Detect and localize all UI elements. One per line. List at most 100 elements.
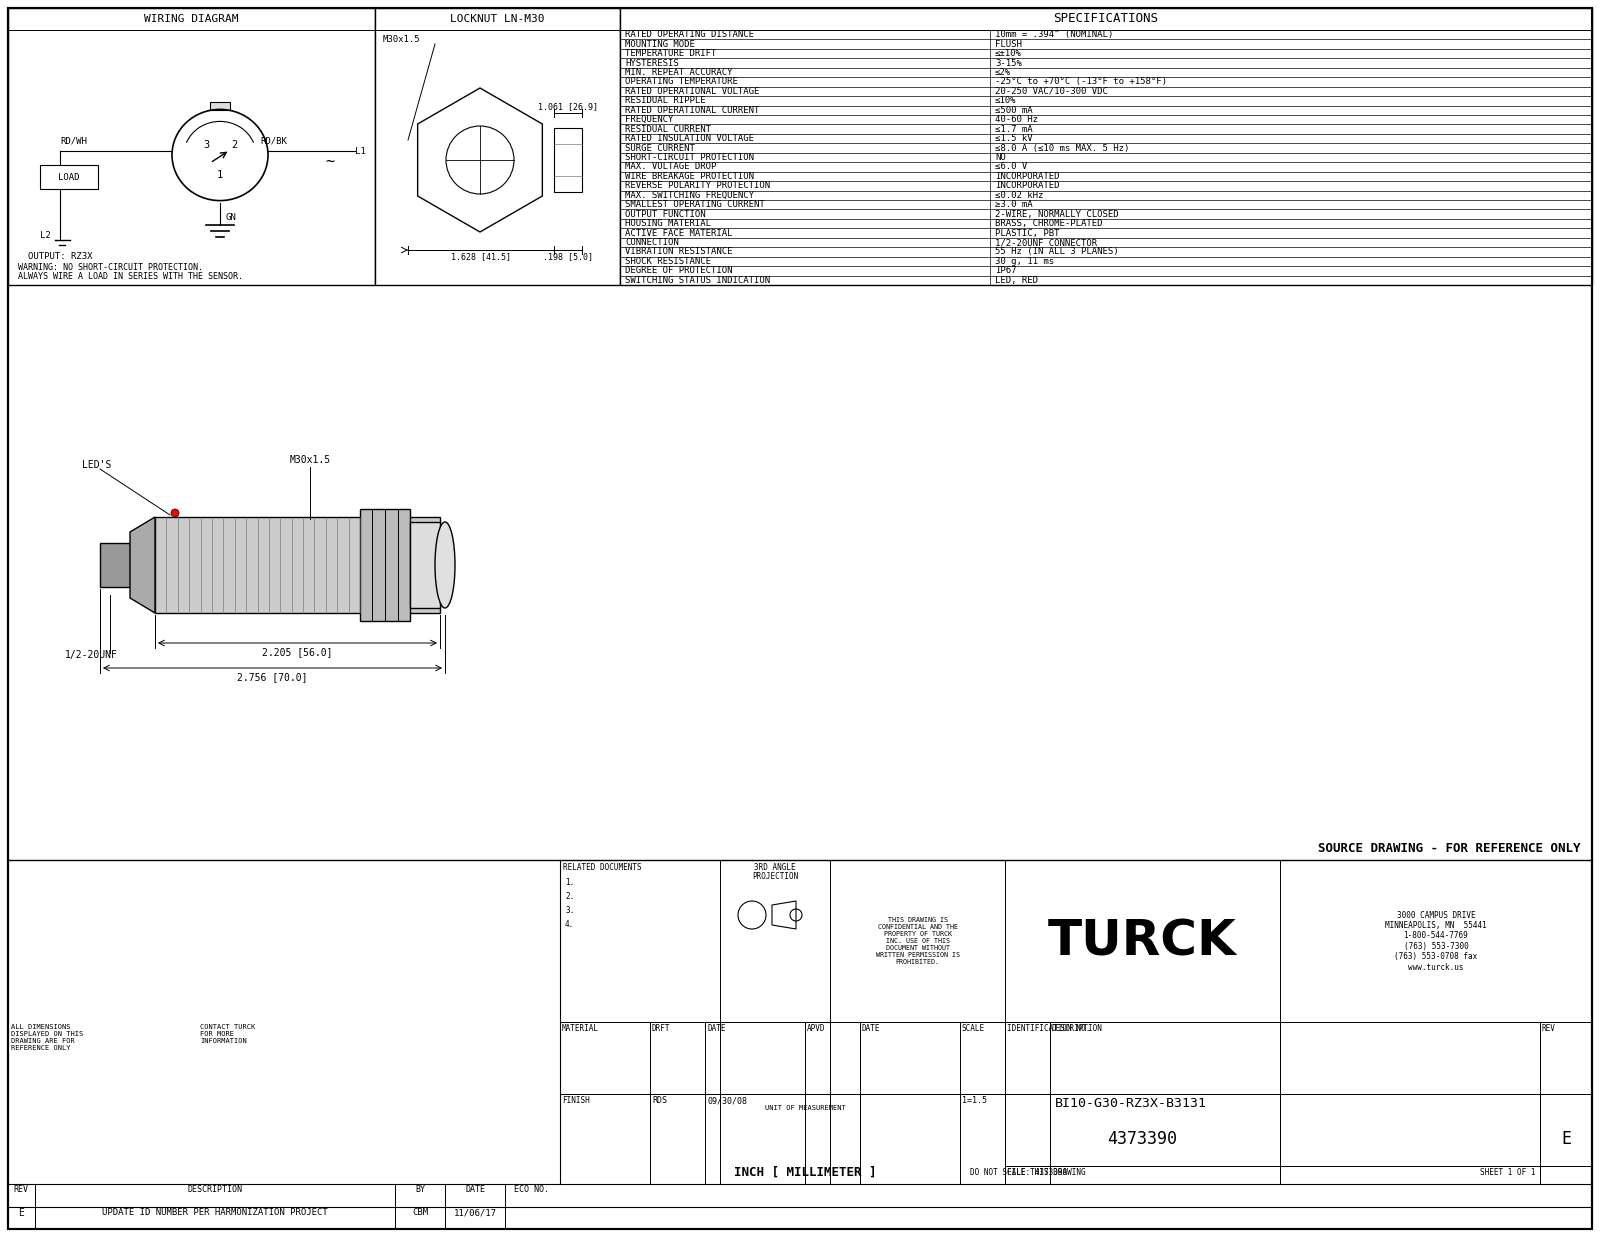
Text: 1/2-20UNF CONNECTOR: 1/2-20UNF CONNECTOR <box>995 238 1098 247</box>
Text: SHORT-CIRCUIT PROTECTION: SHORT-CIRCUIT PROTECTION <box>626 153 754 162</box>
Text: 1.628 [41.5]: 1.628 [41.5] <box>451 252 510 261</box>
Text: SURGE CURRENT: SURGE CURRENT <box>626 143 694 152</box>
Text: SOURCE DRAWING - FOR REFERENCE ONLY: SOURCE DRAWING - FOR REFERENCE ONLY <box>1317 842 1581 855</box>
Text: UNIT OF MEASUREMENT: UNIT OF MEASUREMENT <box>765 1105 845 1111</box>
Text: M30x1.5: M30x1.5 <box>290 455 331 465</box>
Text: ALL DIMENSIONS
DISPLAYED ON THIS
DRAWING ARE FOR
REFERENCE ONLY: ALL DIMENSIONS DISPLAYED ON THIS DRAWING… <box>11 1024 83 1051</box>
Text: OUTPUT: RZ3X: OUTPUT: RZ3X <box>29 252 93 261</box>
Text: 2.205 [56.0]: 2.205 [56.0] <box>262 647 333 657</box>
Text: 1/2-20UNF: 1/2-20UNF <box>66 649 118 661</box>
Text: 3: 3 <box>203 140 210 150</box>
Bar <box>40 165 98 189</box>
Text: .198 [5.0]: .198 [5.0] <box>542 252 594 261</box>
Text: 1: 1 <box>218 169 222 181</box>
Text: OUTPUT FUNCTION: OUTPUT FUNCTION <box>626 209 706 219</box>
Text: RATED INSULATION VOLTAGE: RATED INSULATION VOLTAGE <box>626 134 754 143</box>
Text: 09/30/08: 09/30/08 <box>707 1096 747 1105</box>
Text: SWITCHING STATUS INDICATION: SWITCHING STATUS INDICATION <box>626 276 770 285</box>
Text: 1=1.5: 1=1.5 <box>962 1096 987 1105</box>
Text: DATE: DATE <box>862 1024 880 1033</box>
Text: ≤2%: ≤2% <box>995 68 1011 77</box>
Text: CONTACT TURCK
FOR MORE
INFORMATION: CONTACT TURCK FOR MORE INFORMATION <box>200 1024 256 1044</box>
Bar <box>621 7 1592 285</box>
Text: SCALE: SCALE <box>962 1024 986 1033</box>
Text: MATERIAL: MATERIAL <box>562 1024 598 1033</box>
Text: PLASTIC, PBT: PLASTIC, PBT <box>995 229 1059 238</box>
Text: HOUSING MATERIAL: HOUSING MATERIAL <box>626 219 710 228</box>
Text: 30 g, 11 ms: 30 g, 11 ms <box>995 257 1054 266</box>
Text: SPECIFICATIONS: SPECIFICATIONS <box>1053 12 1158 26</box>
Ellipse shape <box>435 522 454 609</box>
Text: 11/06/17: 11/06/17 <box>453 1209 496 1217</box>
Bar <box>554 127 582 192</box>
Text: INCORPORATED: INCORPORATED <box>995 182 1059 190</box>
Bar <box>8 7 374 285</box>
Text: FINISH: FINISH <box>562 1096 590 1105</box>
Text: RD/WH: RD/WH <box>61 136 86 145</box>
Text: RATED OPERATIONAL VOLTAGE: RATED OPERATIONAL VOLTAGE <box>626 87 760 96</box>
Text: ≤8.0 A (≤10 ms MAX. 5 Hz): ≤8.0 A (≤10 ms MAX. 5 Hz) <box>995 143 1130 152</box>
Text: BY: BY <box>414 1185 426 1194</box>
Text: NO: NO <box>995 153 1006 162</box>
Text: WARNING: NO SHORT-CIRCUIT PROTECTION.: WARNING: NO SHORT-CIRCUIT PROTECTION. <box>18 263 203 272</box>
Text: 2: 2 <box>230 140 237 150</box>
Text: 55 Hz (IN ALL 3 PLANES): 55 Hz (IN ALL 3 PLANES) <box>995 247 1118 256</box>
Text: RELATED DOCUMENTS: RELATED DOCUMENTS <box>563 863 642 872</box>
Text: MAX. VOLTAGE DROP: MAX. VOLTAGE DROP <box>626 162 717 172</box>
Text: TURCK: TURCK <box>1048 917 1237 965</box>
Text: DATE: DATE <box>466 1185 485 1194</box>
Text: RESIDUAL RIPPLE: RESIDUAL RIPPLE <box>626 96 706 105</box>
Text: -25°C to +70°C (-13°F to +158°F): -25°C to +70°C (-13°F to +158°F) <box>995 78 1166 87</box>
Text: BRASS, CHROME-PLATED: BRASS, CHROME-PLATED <box>995 219 1102 228</box>
Text: DEGREE OF PROTECTION: DEGREE OF PROTECTION <box>626 266 733 276</box>
Text: REV: REV <box>1542 1024 1555 1033</box>
Polygon shape <box>130 517 155 614</box>
Text: FLUSH: FLUSH <box>995 40 1022 48</box>
Text: 40-60 Hz: 40-60 Hz <box>995 115 1038 124</box>
Text: WIRE BREAKAGE PROTECTION: WIRE BREAKAGE PROTECTION <box>626 172 754 181</box>
Text: 3RD ANGLE: 3RD ANGLE <box>754 863 795 872</box>
Text: LED'S: LED'S <box>82 460 112 470</box>
Bar <box>155 517 440 614</box>
Text: DO NOT SCALE THIS DRAWING: DO NOT SCALE THIS DRAWING <box>970 1168 1085 1176</box>
Bar <box>360 508 410 621</box>
Text: REV: REV <box>13 1185 29 1194</box>
Text: MAX. SWITCHING FREQUENCY: MAX. SWITCHING FREQUENCY <box>626 190 754 200</box>
Bar <box>374 7 621 285</box>
Text: HYSTERESIS: HYSTERESIS <box>626 58 678 68</box>
Text: 10mm = .394" (NOMINAL): 10mm = .394" (NOMINAL) <box>995 30 1114 40</box>
Text: 3-15%: 3-15% <box>995 58 1022 68</box>
Text: L2: L2 <box>40 230 51 240</box>
Text: DATE: DATE <box>707 1024 725 1033</box>
Text: ≤10%: ≤10% <box>995 96 1016 105</box>
Text: LOAD: LOAD <box>58 172 80 182</box>
Text: THIS DRAWING IS
CONFIDENTIAL AND THE
PROPERTY OF TURCK
INC. USE OF THIS
DOCUMENT: THIS DRAWING IS CONFIDENTIAL AND THE PRO… <box>875 917 960 965</box>
Text: LOCKNUT LN-M30: LOCKNUT LN-M30 <box>450 14 544 24</box>
Text: ALWAYS WIRE A LOAD IN SERIES WITH THE SENSOR.: ALWAYS WIRE A LOAD IN SERIES WITH THE SE… <box>18 272 243 281</box>
Text: WIRING DIAGRAM: WIRING DIAGRAM <box>144 14 238 24</box>
Text: MIN. REPEAT ACCURACY: MIN. REPEAT ACCURACY <box>626 68 733 77</box>
Bar <box>410 522 440 609</box>
Text: LED, RED: LED, RED <box>995 276 1038 285</box>
Circle shape <box>171 508 179 517</box>
Text: GN: GN <box>226 214 235 223</box>
Text: E: E <box>18 1209 24 1218</box>
Text: SHEET 1 OF 1: SHEET 1 OF 1 <box>1480 1168 1534 1176</box>
Text: 2-WIRE, NORMALLY CLOSED: 2-WIRE, NORMALLY CLOSED <box>995 209 1118 219</box>
Text: ACTIVE FACE MATERIAL: ACTIVE FACE MATERIAL <box>626 229 733 238</box>
Text: INCORPORATED: INCORPORATED <box>995 172 1059 181</box>
Text: SHOCK RESISTANCE: SHOCK RESISTANCE <box>626 257 710 266</box>
Text: E: E <box>1562 1131 1571 1148</box>
Text: ≤6.0 V: ≤6.0 V <box>995 162 1027 172</box>
Text: IDENTIFICATION NO.: IDENTIFICATION NO. <box>1006 1024 1090 1033</box>
Text: FILE: 4373390: FILE: 4373390 <box>1006 1168 1067 1176</box>
Text: RATED OPERATIONAL CURRENT: RATED OPERATIONAL CURRENT <box>626 106 760 115</box>
Text: CONNECTION: CONNECTION <box>626 238 678 247</box>
Text: DESCRIPTION: DESCRIPTION <box>1053 1024 1102 1033</box>
Text: 3.: 3. <box>565 905 574 915</box>
Text: REVERSE POLARITY PROTECTION: REVERSE POLARITY PROTECTION <box>626 182 770 190</box>
Text: ≤1.5 kV: ≤1.5 kV <box>995 134 1032 143</box>
Text: 4373390: 4373390 <box>1107 1131 1178 1148</box>
Text: 1.061 [26.9]: 1.061 [26.9] <box>538 101 598 111</box>
Text: 4.: 4. <box>565 920 574 929</box>
